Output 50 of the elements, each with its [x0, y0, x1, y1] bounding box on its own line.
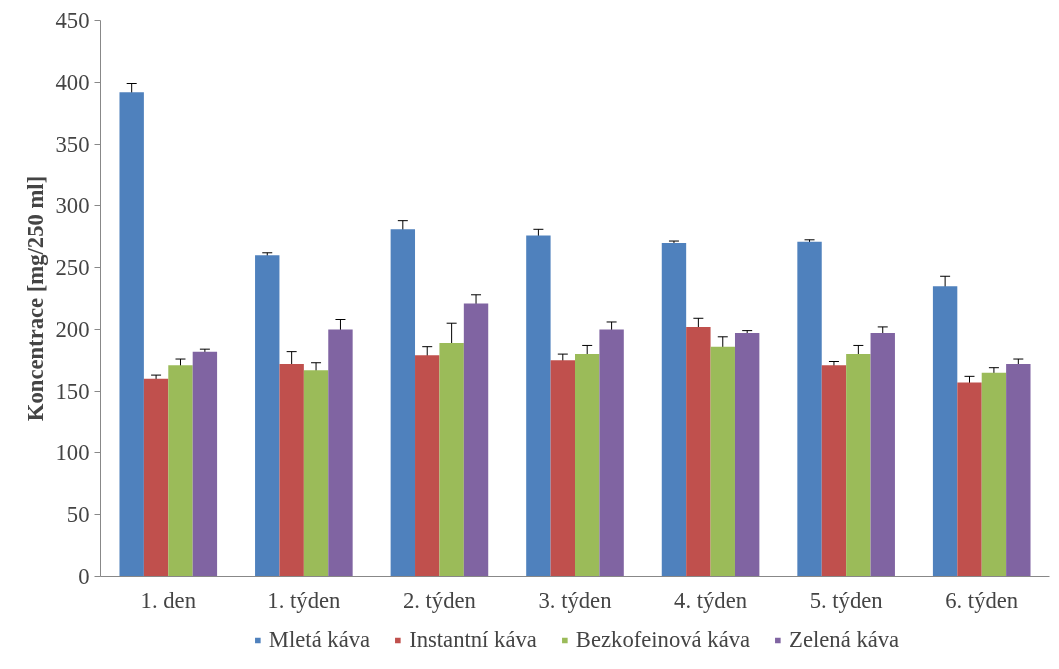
bar — [661, 242, 687, 577]
legend-label: Mletá káva — [268, 627, 371, 653]
bar — [255, 255, 280, 577]
y-tick-label: 150 — [55, 378, 90, 404]
bar — [981, 372, 1007, 577]
y-tick-label: 200 — [55, 316, 90, 342]
bar — [550, 360, 575, 577]
bar — [390, 229, 416, 577]
x-tick-label: 3. týden — [538, 587, 612, 613]
bar — [279, 363, 304, 577]
y-tick-label: 350 — [55, 131, 90, 157]
y-tick-label: 300 — [55, 193, 90, 219]
x-tick-label: 6. týden — [945, 587, 1019, 613]
bar — [192, 351, 218, 577]
y-tick-label: 450 — [55, 8, 90, 33]
bar — [1006, 363, 1031, 577]
legend-label: Instantní káva — [409, 627, 537, 653]
bar — [328, 329, 353, 577]
bar — [415, 355, 440, 577]
bar — [932, 286, 958, 577]
bar — [686, 326, 711, 577]
y-tick-label: 50 — [66, 502, 90, 528]
bar — [439, 342, 464, 577]
x-tick-label: 4. týden — [674, 587, 748, 613]
bar — [870, 333, 895, 577]
legend-label: Zelená káva — [789, 627, 900, 653]
bar — [168, 365, 193, 577]
x-tick-label: 1. den — [140, 587, 196, 613]
y-axis-title: Koncentrace [mg/250 ml] — [22, 175, 48, 422]
bar — [734, 333, 760, 577]
y-tick-label: 250 — [55, 255, 90, 281]
x-tick-label: 2. týden — [402, 587, 476, 613]
bar — [797, 241, 822, 577]
y-tick-label: 400 — [55, 69, 90, 95]
legend-label: Bezkofeinová káva — [575, 627, 751, 653]
bar — [303, 370, 329, 577]
bar — [119, 92, 144, 577]
x-tick-label: 1. týden — [267, 587, 341, 613]
bar — [710, 346, 735, 577]
bar — [143, 378, 169, 577]
bar — [526, 235, 551, 577]
bar — [463, 303, 489, 577]
x-tick-label: 5. týden — [809, 587, 883, 613]
bar — [599, 329, 624, 577]
y-tick-label: 0 — [78, 564, 90, 589]
bar — [957, 382, 982, 577]
bar — [575, 354, 600, 577]
bar — [846, 354, 871, 577]
y-tick-label: 100 — [55, 440, 90, 466]
bar — [821, 365, 847, 577]
